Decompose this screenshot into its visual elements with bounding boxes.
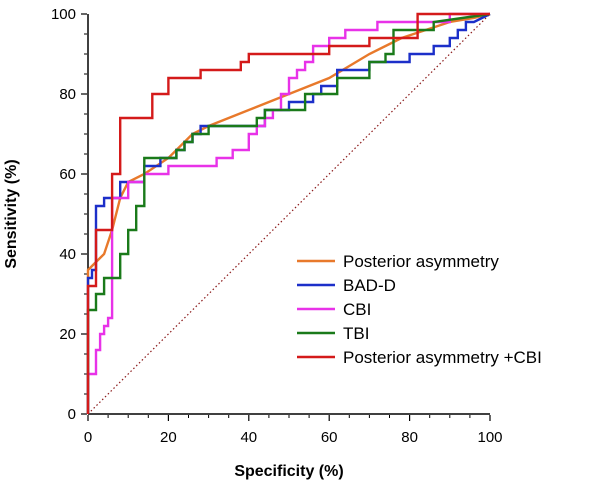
legend-label-2: BAD-D bbox=[343, 276, 396, 295]
y-tick-label: 80 bbox=[59, 86, 76, 103]
legend-label-4: TBI bbox=[343, 324, 369, 343]
x-tick-label: 100 bbox=[477, 429, 502, 446]
legend-label-5: Posterior asymmetry +CBI bbox=[343, 348, 542, 367]
y-tick-label: 100 bbox=[51, 6, 76, 23]
y-tick-label: 60 bbox=[59, 166, 76, 183]
x-axis-title: Specificity (%) bbox=[234, 463, 343, 480]
x-tick-label: 80 bbox=[401, 429, 418, 446]
legend-label-3: CBI bbox=[343, 300, 371, 319]
x-tick-label: 0 bbox=[84, 429, 92, 446]
series-line-4 bbox=[86, 12, 491, 414]
y-axis-title: Sensitivity (%) bbox=[3, 159, 20, 268]
y-tick-label: 0 bbox=[68, 406, 76, 423]
y-tick-label: 20 bbox=[59, 326, 76, 343]
legend-label-1: Posterior asymmetry bbox=[343, 252, 499, 271]
x-tick-label: 40 bbox=[240, 429, 257, 446]
legend: Posterior asymmetry BAD-D CBI TBI Posterior … bbox=[297, 252, 542, 367]
series-line-5 bbox=[86, 12, 490, 414]
x-tick-label: 20 bbox=[160, 429, 177, 446]
x-tick-label: 60 bbox=[321, 429, 338, 446]
y-tick-label: 40 bbox=[59, 246, 76, 263]
reference-diagonal-line bbox=[87, 13, 491, 415]
plot-area: 0 20 40 60 80 100 0 20 40 60 80 100 bbox=[51, 6, 503, 446]
series-line-3 bbox=[86, 12, 490, 414]
